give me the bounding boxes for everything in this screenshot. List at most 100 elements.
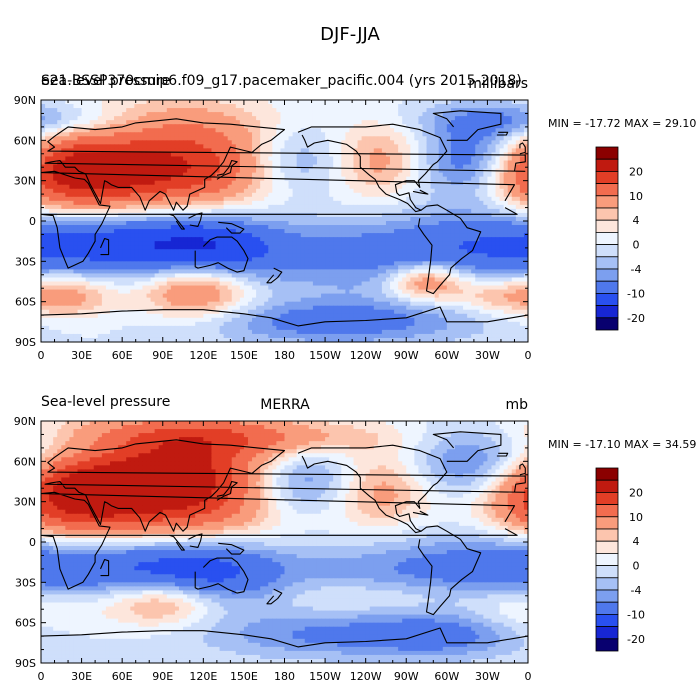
field-cell bbox=[373, 148, 379, 153]
field-cell bbox=[284, 225, 290, 230]
field-cell bbox=[483, 188, 488, 194]
field-cell bbox=[272, 156, 277, 161]
field-cell bbox=[142, 124, 147, 129]
field-cell bbox=[195, 216, 200, 222]
field-cell bbox=[207, 184, 212, 190]
field-cell bbox=[398, 245, 403, 250]
field-cell bbox=[345, 208, 350, 214]
field-cell bbox=[260, 192, 265, 198]
field-cell bbox=[308, 148, 314, 153]
field-cell bbox=[154, 221, 160, 226]
field-cell bbox=[454, 233, 460, 238]
field-cell bbox=[256, 108, 261, 113]
field-cell bbox=[191, 212, 196, 218]
field-cell bbox=[203, 184, 208, 190]
field-cell bbox=[138, 192, 143, 198]
field-cell bbox=[223, 160, 229, 165]
field-cell bbox=[89, 180, 95, 186]
field-cell bbox=[77, 216, 83, 222]
field-cell bbox=[126, 108, 131, 113]
field-cell bbox=[215, 108, 221, 113]
field-cell bbox=[394, 233, 399, 238]
field-cell bbox=[272, 188, 277, 194]
field-cell bbox=[325, 176, 330, 182]
field-cell bbox=[203, 204, 208, 210]
field-cell bbox=[390, 221, 395, 226]
field-cell bbox=[467, 176, 472, 182]
field-cell bbox=[65, 172, 70, 178]
field-cell bbox=[280, 188, 285, 194]
field-cell bbox=[369, 164, 375, 170]
field-cell bbox=[349, 136, 354, 141]
field-cell bbox=[292, 172, 298, 178]
field-cell bbox=[365, 237, 371, 242]
field-cell bbox=[422, 184, 427, 190]
field-cell bbox=[235, 265, 241, 270]
field-cell bbox=[519, 164, 525, 170]
field-cell bbox=[304, 216, 310, 222]
field-cell bbox=[349, 180, 354, 186]
field-cell bbox=[491, 221, 496, 226]
field-cell bbox=[247, 216, 253, 222]
field-cell bbox=[73, 128, 78, 133]
field-cell bbox=[487, 180, 492, 186]
field-cell bbox=[138, 241, 143, 246]
field-cell bbox=[81, 196, 87, 202]
field-cell bbox=[93, 212, 99, 218]
field-cell bbox=[373, 112, 379, 117]
field-cell bbox=[333, 200, 338, 206]
field-cell bbox=[247, 265, 253, 270]
field-cell bbox=[308, 104, 314, 109]
field-cell bbox=[170, 196, 176, 202]
field-cell bbox=[345, 120, 350, 125]
field-cell bbox=[243, 229, 249, 234]
field-cell bbox=[77, 144, 83, 149]
field-cell bbox=[211, 192, 216, 198]
field-cell bbox=[61, 237, 66, 242]
field-cell bbox=[434, 237, 440, 242]
field-cell bbox=[426, 188, 432, 194]
field-cell bbox=[268, 148, 273, 153]
field-cell bbox=[402, 229, 407, 234]
field-cell bbox=[321, 172, 326, 178]
field-cell bbox=[223, 249, 229, 254]
field-cell bbox=[292, 156, 298, 161]
field-cell bbox=[85, 249, 91, 254]
field-cell bbox=[442, 128, 448, 133]
field-cell bbox=[507, 180, 513, 186]
field-cell bbox=[61, 233, 66, 238]
field-cell bbox=[519, 249, 525, 254]
field-cell bbox=[483, 176, 488, 182]
field-cell bbox=[341, 144, 346, 149]
field-cell bbox=[398, 208, 403, 214]
field-cell bbox=[361, 160, 367, 165]
field-cell bbox=[264, 184, 269, 190]
field-cell bbox=[337, 221, 342, 226]
field-cell bbox=[507, 221, 513, 226]
field-cell bbox=[365, 200, 371, 206]
field-cell bbox=[142, 148, 147, 153]
field-cell bbox=[73, 229, 78, 234]
panel-top-title-left: Sea-level pressure bbox=[41, 73, 170, 89]
field-cell bbox=[45, 225, 50, 230]
field-cell bbox=[353, 245, 358, 250]
field-cell bbox=[373, 257, 379, 262]
field-cell bbox=[479, 124, 484, 129]
field-cell bbox=[284, 265, 290, 270]
field-cell bbox=[377, 140, 383, 145]
field-cell bbox=[418, 148, 423, 153]
field-cell bbox=[333, 104, 338, 109]
field-cell bbox=[434, 136, 440, 141]
field-cell bbox=[178, 156, 184, 161]
field-cell bbox=[101, 108, 107, 113]
field-cell bbox=[316, 176, 322, 182]
field-cell bbox=[134, 221, 139, 226]
field-cell bbox=[515, 241, 521, 246]
field-cell bbox=[53, 100, 58, 105]
field-cell bbox=[65, 112, 70, 117]
field-cell bbox=[471, 253, 476, 258]
field-cell bbox=[292, 241, 298, 246]
field-cell bbox=[475, 200, 480, 206]
field-cell bbox=[495, 180, 501, 186]
field-cell bbox=[467, 241, 472, 246]
